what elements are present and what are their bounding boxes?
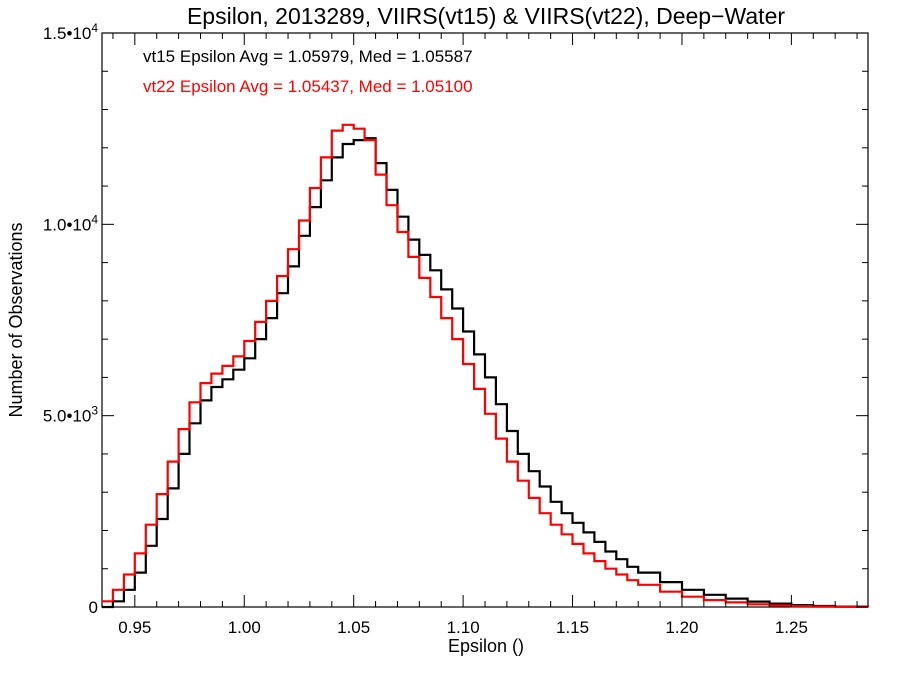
series-layer	[102, 123, 870, 609]
x-axis-label: Epsilon ()	[448, 636, 524, 656]
y-tick-label: 5.0•103	[43, 404, 99, 426]
x-tick-label: 1.20	[665, 618, 698, 637]
x-tick-label: 1.00	[228, 618, 261, 637]
series-line-1	[102, 123, 870, 608]
annotation-vt22: vt22 Epsilon Avg = 1.05437, Med = 1.0510…	[143, 77, 473, 96]
chart-title: Epsilon, 2013289, VIIRS(vt15) & VIIRS(vt…	[187, 3, 785, 29]
x-tick-label: 1.25	[775, 618, 808, 637]
x-tick-label: 1.15	[556, 618, 589, 637]
axis-layer: 0.95 1.00 1.05 1.10 1.15 1.20 1.25 0 5.0•103 1.0•…	[43, 21, 868, 637]
y-axis-label: Number of Observations	[6, 222, 26, 417]
y-tick-label: 1.0•104	[43, 212, 99, 234]
x-tick-label: 1.05	[337, 618, 370, 637]
y-tick-label: 0	[89, 598, 98, 617]
series-line-0	[102, 137, 870, 609]
x-tick-label: 0.95	[118, 618, 151, 637]
y-tick-label: 1.5•104	[43, 21, 99, 43]
annotation-vt15: vt15 Epsilon Avg = 1.05979, Med = 1.0558…	[143, 47, 473, 66]
x-tick-label: 1.10	[447, 618, 480, 637]
plot-frame	[101, 32, 869, 608]
